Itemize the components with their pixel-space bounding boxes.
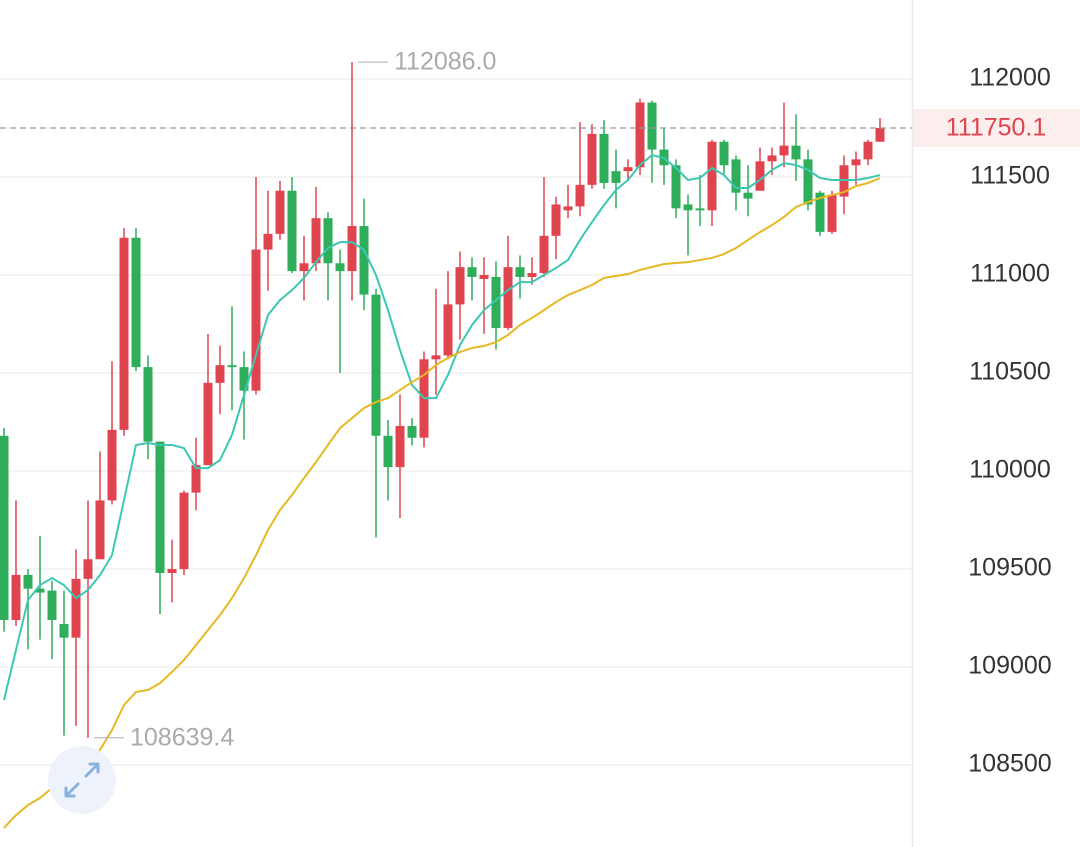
candle-body bbox=[851, 159, 861, 166]
expand-icon bbox=[64, 762, 100, 798]
candle-body bbox=[479, 275, 489, 279]
candle-body bbox=[443, 304, 453, 356]
y-tick-label: 110000 bbox=[969, 456, 1051, 484]
candle-body bbox=[719, 141, 729, 166]
candle-body bbox=[59, 623, 69, 638]
candle-body bbox=[683, 204, 693, 211]
candle-body bbox=[335, 263, 345, 272]
candle-body bbox=[275, 190, 285, 234]
candle-body bbox=[311, 218, 321, 264]
ma-line bbox=[3, 153, 881, 701]
candle-body bbox=[107, 429, 117, 501]
candle-body bbox=[803, 159, 813, 205]
last-price-bg bbox=[913, 108, 1080, 147]
ma-line bbox=[3, 177, 881, 829]
candle-body bbox=[263, 233, 273, 250]
y-tick-label: 109500 bbox=[968, 554, 1051, 582]
candle-body bbox=[299, 263, 309, 272]
expand-circle bbox=[48, 746, 116, 814]
candle-body bbox=[611, 171, 621, 183]
candle-body bbox=[251, 249, 261, 391]
candle-body bbox=[323, 218, 333, 264]
candle-body bbox=[503, 267, 513, 328]
candle-body bbox=[635, 102, 645, 168]
y-tick-label: 110500 bbox=[969, 358, 1051, 386]
candle-body bbox=[95, 500, 105, 560]
candle-body bbox=[515, 267, 525, 277]
candle-body bbox=[407, 425, 417, 438]
candle-body bbox=[0, 435, 9, 621]
candle-body bbox=[143, 367, 153, 442]
candle-body bbox=[131, 237, 141, 368]
candle-body bbox=[347, 226, 357, 272]
candle-body bbox=[167, 569, 177, 573]
candle-body bbox=[527, 273, 537, 277]
candle-body bbox=[431, 355, 441, 360]
candle-body bbox=[371, 294, 381, 436]
candle-body bbox=[863, 141, 873, 160]
candle-body bbox=[587, 133, 597, 185]
candle-body bbox=[455, 267, 465, 305]
candle-body bbox=[191, 465, 201, 493]
annotation-label: 112086.0 bbox=[394, 48, 496, 76]
candle-body bbox=[35, 588, 45, 593]
candle-body bbox=[83, 559, 93, 579]
candle-body bbox=[383, 435, 393, 468]
last-price-label: 111750.1 bbox=[946, 114, 1047, 142]
candle-body bbox=[215, 365, 225, 383]
candle-body bbox=[11, 574, 21, 621]
candle-body bbox=[203, 382, 213, 466]
candle-body bbox=[827, 194, 837, 232]
candle-body bbox=[491, 276, 501, 328]
candle-body bbox=[779, 145, 789, 156]
candle-body bbox=[875, 127, 885, 142]
candle-body bbox=[671, 165, 681, 209]
y-tick-label: 108500 bbox=[968, 750, 1051, 778]
candle-body bbox=[287, 190, 297, 272]
candle-body bbox=[623, 167, 633, 172]
candle-body bbox=[743, 192, 753, 199]
y-tick-label: 112000 bbox=[969, 64, 1051, 92]
candle-body bbox=[239, 367, 249, 391]
candle-body bbox=[227, 365, 237, 368]
candle-body bbox=[791, 145, 801, 160]
candle-body bbox=[551, 204, 561, 236]
expand-button[interactable] bbox=[48, 746, 116, 814]
candle-body bbox=[695, 208, 705, 211]
candle-body bbox=[359, 226, 369, 295]
candle-body bbox=[395, 425, 405, 468]
candle-body bbox=[23, 574, 33, 589]
candle-body bbox=[539, 235, 549, 274]
y-tick-label: 111000 bbox=[970, 260, 1050, 288]
candle-body bbox=[815, 192, 825, 232]
y-tick-label: 109000 bbox=[968, 652, 1051, 680]
candle-body bbox=[179, 492, 189, 570]
candle-body bbox=[47, 590, 57, 621]
y-tick-label: 111500 bbox=[970, 162, 1050, 190]
annotation-label: 108639.4 bbox=[130, 723, 234, 751]
candle-body bbox=[563, 206, 573, 211]
candle-body bbox=[767, 155, 777, 162]
candle-body bbox=[599, 133, 609, 183]
candle-body bbox=[731, 159, 741, 193]
candle-body bbox=[155, 441, 165, 573]
candle-body bbox=[575, 184, 585, 207]
candle-body bbox=[755, 161, 765, 191]
candle-body bbox=[467, 267, 477, 277]
candle-body bbox=[707, 141, 717, 211]
candle-body bbox=[71, 578, 81, 638]
candle-body bbox=[119, 237, 129, 430]
candle-body bbox=[647, 102, 657, 150]
